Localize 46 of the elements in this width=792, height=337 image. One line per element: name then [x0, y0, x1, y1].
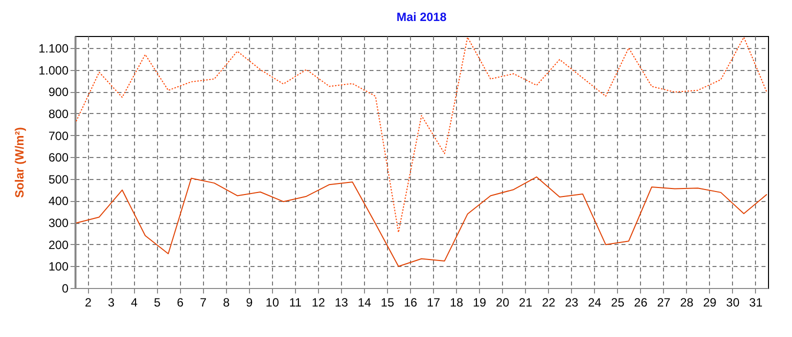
x-tick-label: 21 [518, 296, 533, 310]
y-tick-label: 700 [48, 128, 69, 143]
y-tick-label: 500 [48, 172, 69, 186]
y-axis-title: Solar (W/m²) [12, 127, 26, 198]
x-tick-label: 24 [588, 296, 602, 310]
x-tick-label: 27 [657, 296, 671, 310]
x-tick-label: 30 [726, 296, 740, 310]
y-tick-label: 200 [48, 238, 69, 252]
y-tick-label: 1.000 [38, 63, 69, 78]
x-tick-label: 17 [426, 296, 441, 310]
x-tick-label: 11 [289, 296, 302, 310]
x-tick-label: 13 [334, 296, 348, 310]
x-tick-label: 9 [246, 296, 253, 310]
x-tick-label: 5 [154, 296, 161, 310]
x-tick-label: 7 [200, 296, 207, 310]
x-tick-label: 26 [634, 296, 648, 310]
x-tick-label: 22 [542, 296, 556, 310]
x-tick-label: 3 [108, 296, 115, 310]
x-tick-label: 25 [611, 296, 625, 310]
x-tick-label: 16 [404, 296, 418, 310]
x-tick-label: 15 [380, 296, 394, 310]
x-tick-label: 29 [703, 296, 717, 310]
x-tick-label: 4 [130, 296, 138, 310]
x-tick-label: 14 [358, 296, 372, 310]
y-tick-label: 600 [48, 150, 69, 165]
y-tick-label: 800 [48, 106, 69, 121]
x-tick-label: 2 [84, 296, 92, 310]
y-tick-label: 400 [48, 194, 69, 208]
x-tick-label: 23 [564, 296, 579, 310]
y-tick-label: 1.100 [38, 42, 69, 56]
y-tick-label: 100 [48, 260, 69, 274]
y-tick-label: 300 [48, 216, 69, 230]
chart-title: Mai 2018 [396, 10, 447, 24]
x-tick-label: 18 [450, 296, 464, 310]
x-tick-label: 28 [680, 296, 694, 310]
x-tick-label: 20 [496, 296, 510, 310]
x-tick-label: 12 [312, 296, 326, 310]
y-tick-label: 900 [48, 85, 69, 100]
x-tick-label: 8 [222, 296, 230, 310]
line-series [76, 176, 768, 267]
line-series [76, 36, 768, 233]
x-tick-label: 19 [472, 296, 487, 310]
x-tick-label: 31 [749, 296, 763, 310]
y-tick-label: 0 [62, 282, 69, 296]
x-tick-label: 10 [266, 296, 280, 310]
x-tick-label: 6 [176, 296, 184, 310]
